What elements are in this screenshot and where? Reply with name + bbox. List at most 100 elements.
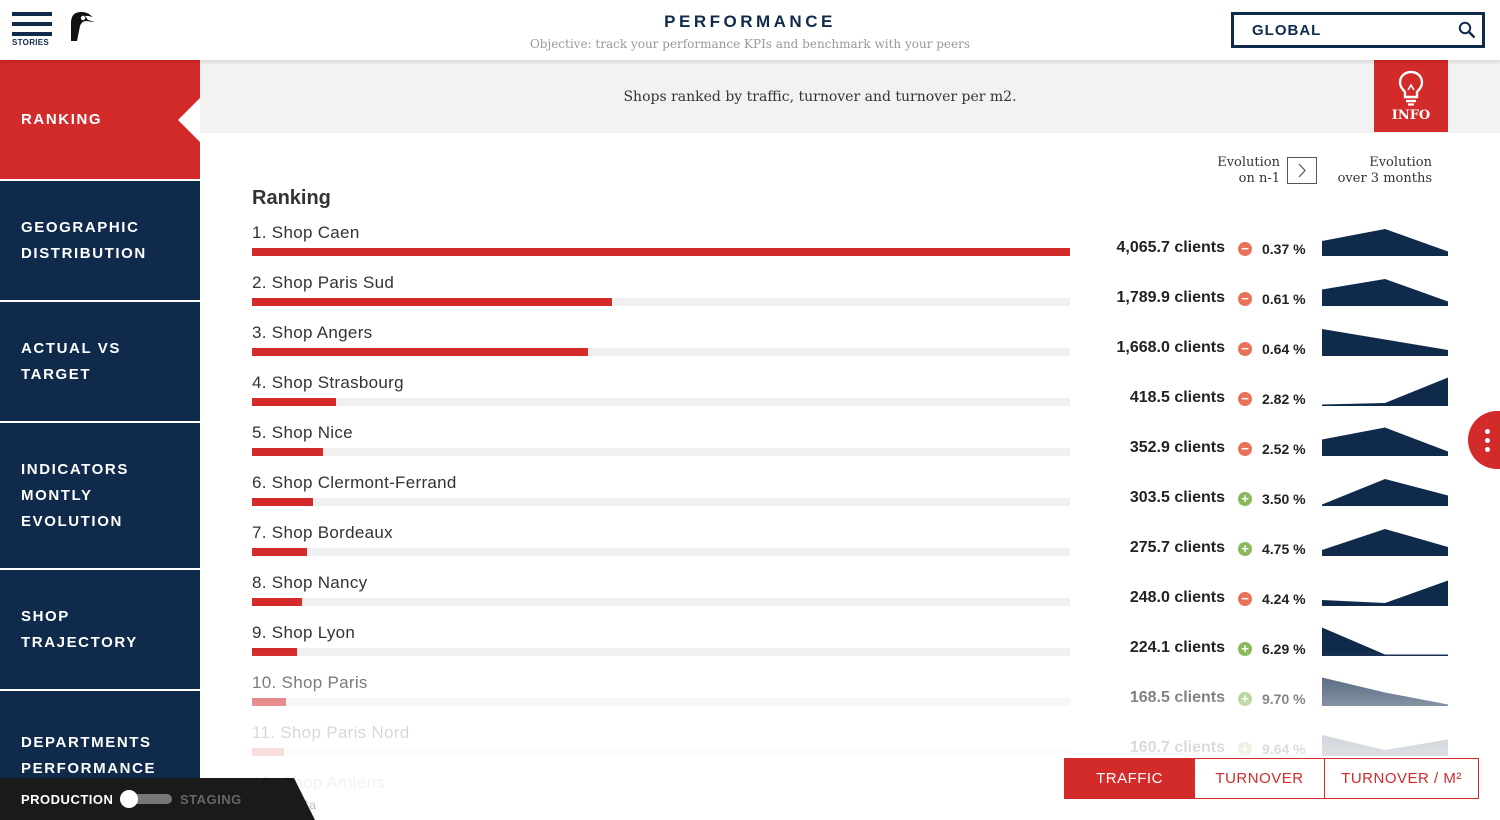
ranking-row[interactable]: 3. Shop Angers 1,668.0 clients −0.64 % xyxy=(0,323,1500,373)
sidebar-item-indicators-montly-evolution[interactable]: INDICATORS MONTLY EVOLUTION xyxy=(0,423,200,568)
tab-turnover-per-m2[interactable]: TURNOVER / M² xyxy=(1341,770,1462,787)
sidebar-item-label: ACTUAL VS TARGET xyxy=(21,339,121,383)
ranking-bar xyxy=(252,398,336,406)
production-label[interactable]: PRODUCTION xyxy=(21,792,114,807)
sidebar-item-shop-trajectory[interactable]: SHOP TRAJECTORY xyxy=(0,570,200,689)
ranking-bar xyxy=(252,348,588,356)
ranking-bar xyxy=(252,498,313,506)
sidebar-item-geographic-distribution[interactable]: GEOGRAPHIC DISTRIBUTION xyxy=(0,181,200,300)
toggle-track xyxy=(124,794,172,804)
chevron-right-icon xyxy=(1298,163,1306,178)
evolution-toggle-button[interactable] xyxy=(1287,157,1317,184)
more-dot-icon xyxy=(1485,429,1490,434)
info-label: INFO xyxy=(1391,108,1431,123)
sparkline xyxy=(1322,627,1448,656)
toucan-logo-icon[interactable] xyxy=(62,8,96,42)
ranking-row[interactable]: 9. Shop Lyon 224.1 clients +6.29 % xyxy=(0,623,1500,673)
sidebar-item-ranking[interactable]: RANKING xyxy=(0,60,200,179)
ranking-bar xyxy=(252,598,302,606)
sidebar-item-actual-vs-target[interactable]: ACTUAL VS TARGET xyxy=(0,302,200,421)
environment-toggle[interactable] xyxy=(120,790,172,808)
ranking-bar-track xyxy=(252,498,1070,506)
sparkline xyxy=(1322,677,1448,706)
evolution-percent: 2.82 % xyxy=(1262,391,1306,407)
traffic-value: 1,668.0 clients xyxy=(1116,339,1225,356)
ranking-title: Ranking xyxy=(252,187,331,209)
sidebar-item-label: RANKING xyxy=(21,110,103,128)
sparkline xyxy=(1322,229,1448,256)
description-band: Shops ranked by traffic, turnover and tu… xyxy=(200,60,1500,133)
ranking-bar xyxy=(252,548,307,556)
ranking-row[interactable]: 6. Shop Clermont-Ferrand 303.5 clients +3.… xyxy=(0,473,1500,523)
evolution-3m-header: Evolution over 3 months xyxy=(1320,155,1432,187)
search-icon[interactable] xyxy=(1458,21,1476,39)
evolution-3m-line1: Evolution xyxy=(1369,155,1432,170)
info-button[interactable]: INFO xyxy=(1374,60,1448,132)
staging-label[interactable]: STAGING xyxy=(180,792,242,807)
sidebar-item-label: DEPARTMENTS PERFORMANCE xyxy=(21,733,157,777)
ranking-row[interactable]: 1. Shop Caen 4,065.7 clients −0.37 % xyxy=(0,223,1500,273)
hamburger-icon xyxy=(12,12,52,16)
menu-button[interactable]: STORIES xyxy=(10,12,54,48)
search-box xyxy=(1231,12,1485,48)
sparkline-area xyxy=(1322,427,1448,456)
sparkline xyxy=(1322,529,1448,556)
shop-name: 11. Shop Paris Nord xyxy=(252,723,410,742)
sparkline-area xyxy=(1322,229,1448,256)
search-input[interactable] xyxy=(1234,15,1444,45)
sparkline xyxy=(1322,329,1448,356)
sidebar-item-label: GEOGRAPHIC DISTRIBUTION xyxy=(21,218,147,262)
evolution-percent: 0.64 % xyxy=(1262,341,1306,357)
evolution-percent: 6.29 % xyxy=(1262,641,1306,657)
evolution-percent: 0.37 % xyxy=(1262,241,1306,257)
page-subtitle: Objective: track your performance KPIs a… xyxy=(529,37,971,51)
evolution-percent: 0.61 % xyxy=(1262,291,1306,307)
shop-name: 2. Shop Paris Sud xyxy=(252,273,395,292)
shop-name: 5. Shop Nice xyxy=(252,423,353,442)
header: STORIES PERFORMANCE Objective: track you… xyxy=(0,0,1500,60)
ranking-bar-track xyxy=(252,398,1070,406)
environment-switcher: PRODUCTION STAGING xyxy=(0,778,315,820)
hamburger-icon xyxy=(12,22,52,26)
evolution-percent: 3.50 % xyxy=(1262,491,1306,507)
ranking-bar-track xyxy=(252,598,1070,606)
more-dot-icon xyxy=(1485,447,1490,452)
trend-down-icon: − xyxy=(1238,442,1252,456)
sparkline xyxy=(1322,479,1448,506)
ranking-bar-track xyxy=(252,748,1070,756)
traffic-value: 352.9 clients xyxy=(1129,439,1225,456)
sparkline xyxy=(1322,279,1448,306)
metric-tabs: TRAFFIC TURNOVER TURNOVER / M² xyxy=(1064,758,1479,799)
trend-down-icon: − xyxy=(1238,392,1252,406)
ranking-bar-track xyxy=(252,248,1070,256)
evolution-n1-header: Evolution on n-1 xyxy=(1160,155,1280,187)
traffic-value: 303.5 clients xyxy=(1129,489,1225,506)
shop-name: 4. Shop Strasbourg xyxy=(252,373,404,392)
evolution-percent: 9.70 % xyxy=(1262,691,1306,707)
ranking-row[interactable]: 2. Shop Paris Sud 1,789.9 clients −0.61 % xyxy=(0,273,1500,323)
ranking-row[interactable]: 4. Shop Strasbourg 418.5 clients −2.82 % xyxy=(0,373,1500,423)
sidebar-item-label: SHOP TRAJECTORY xyxy=(21,607,138,651)
tab-traffic[interactable]: TRAFFIC xyxy=(1065,759,1195,798)
ranking-bar-track xyxy=(252,548,1070,556)
tab-turnover[interactable]: TURNOVER xyxy=(1195,759,1325,798)
sparkline xyxy=(1322,580,1448,606)
ranking-row[interactable]: 8. Shop Nancy 248.0 clients −4.24 % xyxy=(0,573,1500,623)
evolution-percent: 9.64 % xyxy=(1262,741,1306,757)
trend-up-icon: + xyxy=(1238,542,1252,556)
shop-name: 6. Shop Clermont-Ferrand xyxy=(252,473,457,492)
ranking-row[interactable]: 5. Shop Nice 352.9 clients −2.52 % xyxy=(0,423,1500,473)
sparkline-area xyxy=(1322,677,1448,706)
ranking-row[interactable]: 7. Shop Bordeaux 275.7 clients +4.75 % xyxy=(0,523,1500,573)
evolution-3m-line2: over 3 months xyxy=(1337,171,1432,186)
sparkline-area xyxy=(1322,479,1448,506)
traffic-value: 418.5 clients xyxy=(1129,389,1225,406)
ranking-row[interactable]: 10. Shop Paris 168.5 clients +9.70 % xyxy=(0,673,1500,723)
ranking-bar-track xyxy=(252,698,1070,706)
story-description: Shops ranked by traffic, turnover and tu… xyxy=(623,89,1017,105)
ranking-bar xyxy=(252,748,284,756)
trend-down-icon: − xyxy=(1238,342,1252,356)
shop-name: 9. Shop Lyon xyxy=(252,623,356,642)
